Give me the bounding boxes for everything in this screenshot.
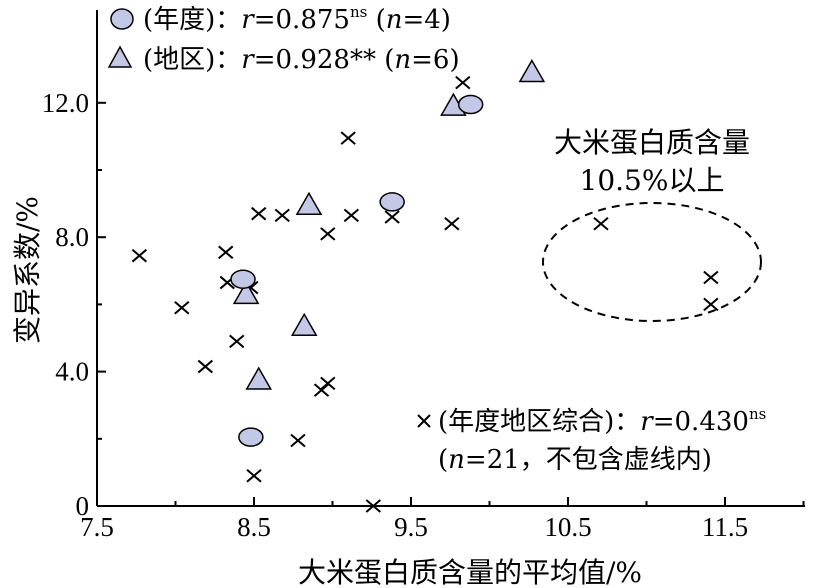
legend-region-r-value: =0.928** — [254, 45, 376, 75]
x-axis-ticks: 7.5 8.5 9.5 10.5 11.5 — [80, 497, 805, 542]
legend-year-r-value: =0.875 — [254, 5, 350, 35]
x-axis-title: 大米蛋白质含量的平均值/% — [298, 556, 642, 588]
legend-entry-combined-line2: (n=21，不包含虚线内) — [438, 445, 712, 475]
y-tick-label: 8.0 — [55, 222, 89, 252]
x-tick-label: 10.5 — [544, 512, 591, 542]
y-axis-title: 变异系数/% — [11, 196, 44, 344]
y-tick-label: 12.0 — [42, 88, 89, 118]
legend-entry-year: (年度)：r=0.875ns (n=4) — [143, 3, 451, 35]
point-year — [457, 94, 484, 115]
point-combined — [455, 75, 471, 90]
point-combined — [218, 245, 234, 260]
legend-region-n: n — [394, 45, 411, 75]
annotation-dashed-ellipse — [542, 202, 762, 322]
point-combined — [703, 297, 719, 312]
legend-marker-cross — [417, 414, 431, 428]
legend-year-label: (年度)： — [143, 5, 241, 35]
point-region — [232, 280, 260, 305]
point-combined — [340, 131, 356, 145]
point-combined — [343, 208, 359, 223]
x-tick-label: 11.5 — [702, 512, 748, 542]
point-combined — [274, 208, 290, 223]
point-year — [238, 427, 264, 447]
point-year — [230, 269, 256, 289]
legend-entry-region: (地区)：r=0.928** (n=6) — [143, 45, 460, 75]
point-combined — [444, 217, 460, 231]
legend-combined-r-value: =0.430 — [653, 407, 749, 437]
legend-year-r: r — [241, 5, 255, 35]
data-marks — [131, 59, 719, 513]
point-combined — [593, 217, 609, 231]
axes — [96, 10, 805, 507]
point-region — [290, 312, 318, 336]
legend-year-sig: ns — [350, 3, 367, 21]
point-combined — [313, 383, 330, 397]
point-combined — [703, 270, 719, 285]
x-tick-label: 7.5 — [80, 512, 114, 542]
annotation-line-1: 大米蛋白质含量 — [554, 126, 750, 159]
point-region — [245, 366, 273, 390]
legend-combined-n-value: =21，不包含虚线内) — [465, 445, 712, 475]
point-combined — [251, 206, 267, 221]
point-region — [518, 59, 546, 83]
legend-region-n-open: ( — [376, 45, 394, 75]
legend-combined-r: r — [640, 407, 654, 437]
point-combined — [197, 359, 213, 374]
point-region — [295, 191, 323, 216]
x-tick-label: 8.5 — [237, 512, 271, 542]
legend-year-n-open: ( — [367, 5, 385, 35]
x-tick-label: 9.5 — [394, 512, 428, 542]
point-combined — [320, 376, 336, 391]
y-axis-ticks: 0 4.0 8.0 12.0 — [42, 88, 106, 521]
point-combined — [290, 433, 306, 448]
point-combined — [229, 334, 245, 349]
legend-entry-combined: (年度地区综合)：r=0.430ns — [438, 405, 766, 437]
annotation-line-2: 10.5%以上 — [580, 164, 725, 197]
y-tick-label: 0 — [76, 491, 90, 521]
legend-combined-n: n — [448, 445, 465, 475]
point-combined — [320, 227, 336, 241]
point-combined — [174, 301, 190, 315]
point-year — [379, 192, 405, 212]
point-combined — [384, 210, 400, 224]
legend: (年度)：r=0.875ns (n=4) (地区)：r=0.928** (n=6… — [107, 3, 766, 475]
legend-combined-sig: ns — [749, 405, 766, 423]
point-combined — [246, 469, 262, 483]
legend-marker-ellipse — [110, 8, 134, 30]
point-combined — [365, 499, 381, 513]
point-combined — [131, 248, 148, 263]
legend-year-n: n — [386, 5, 403, 35]
legend-region-n-value: =6) — [411, 45, 459, 75]
legend-year-n-value: =4) — [402, 5, 450, 35]
y-tick-label: 4.0 — [55, 357, 89, 387]
legend-marker-triangle — [107, 45, 133, 68]
legend-combined-open: ( — [438, 445, 448, 475]
legend-region-r: r — [241, 45, 255, 75]
legend-combined-label: (年度地区综合)： — [438, 407, 640, 437]
legend-region-label: (地区)： — [143, 45, 241, 75]
